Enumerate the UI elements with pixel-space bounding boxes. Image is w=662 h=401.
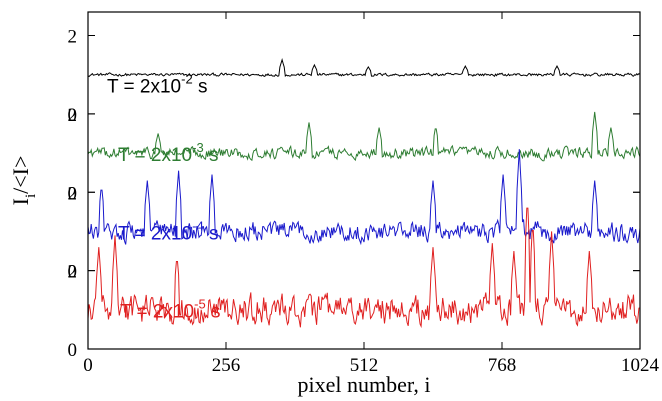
y-tick-label: 2 (68, 183, 78, 204)
series-line (87, 149, 641, 246)
x-tick-label: 256 (212, 355, 241, 376)
x-tick-label: 0 (83, 355, 93, 376)
y-axis-label: Ii/<I> (8, 156, 39, 206)
series-annotation: T = 2x10-5 s (120, 297, 220, 323)
series-annotation: T = 2x10-3 s (118, 140, 218, 166)
x-axis-label: pixel number, i (298, 372, 431, 397)
series-line (87, 111, 641, 162)
y-tick-label: 0 (68, 340, 78, 361)
y-tick-label: 2 (68, 105, 78, 126)
series-line (87, 58, 641, 78)
x-tick-label: 512 (350, 355, 379, 376)
series-layer (87, 58, 641, 329)
series-annotation: T = 2x10-4 s (118, 218, 218, 244)
series-annotation: T = 2x10-2 s (107, 71, 207, 97)
y-tick-label: 0 (68, 183, 78, 204)
x-tick-label: 768 (488, 355, 517, 376)
annotations-layer: T = 2x10-5 s T = 2x10-4 s T = 2x10-3 s T = … (107, 71, 220, 322)
y-tick-label: 0 (68, 262, 78, 283)
y-tick-label: 0 (68, 105, 78, 126)
series-line (87, 207, 641, 329)
y-tick-label: 2 (68, 262, 78, 283)
y-tick-label: 2 (68, 27, 78, 48)
x-tick-label: 1024 (621, 355, 660, 376)
